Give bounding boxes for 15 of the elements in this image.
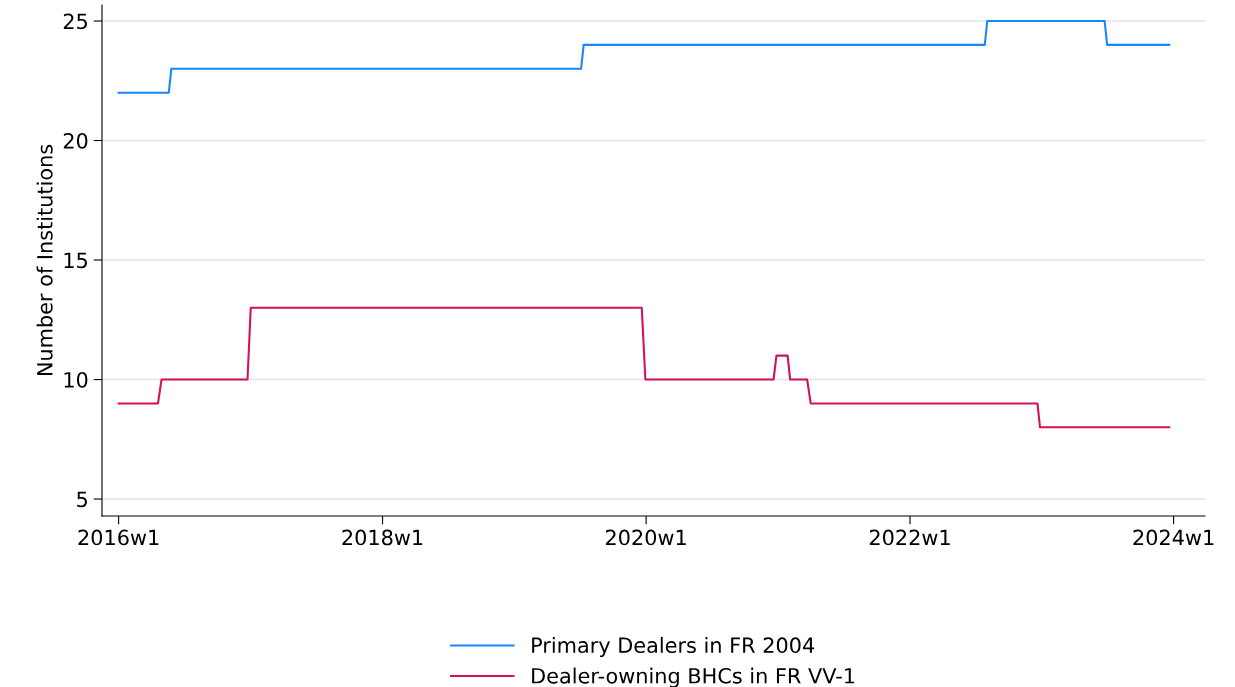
line-series [117,306,1171,429]
x-tick-label: 2022w1 [869,529,950,546]
y-tick-label: 10 [64,371,88,388]
x-tick-label: 2020w1 [605,529,686,546]
y-tick-label: 5 [77,491,87,508]
line-series [117,19,1171,94]
y-tick-label: 15 [64,252,87,269]
legend-label: Dealer-owning BHCs in FR VV-1 [532,667,855,687]
y-axis-title: Number of Institutions [36,144,53,376]
x-tick-label: 2018w1 [342,529,423,546]
y-tick-label: 20 [63,132,88,149]
x-tick-label: 2024w1 [1133,529,1214,546]
y-tick-label: 25 [63,13,87,30]
legend-label: Primary Dealers in FR 2004 [532,636,815,658]
x-tick-label: 2016w1 [78,529,159,546]
